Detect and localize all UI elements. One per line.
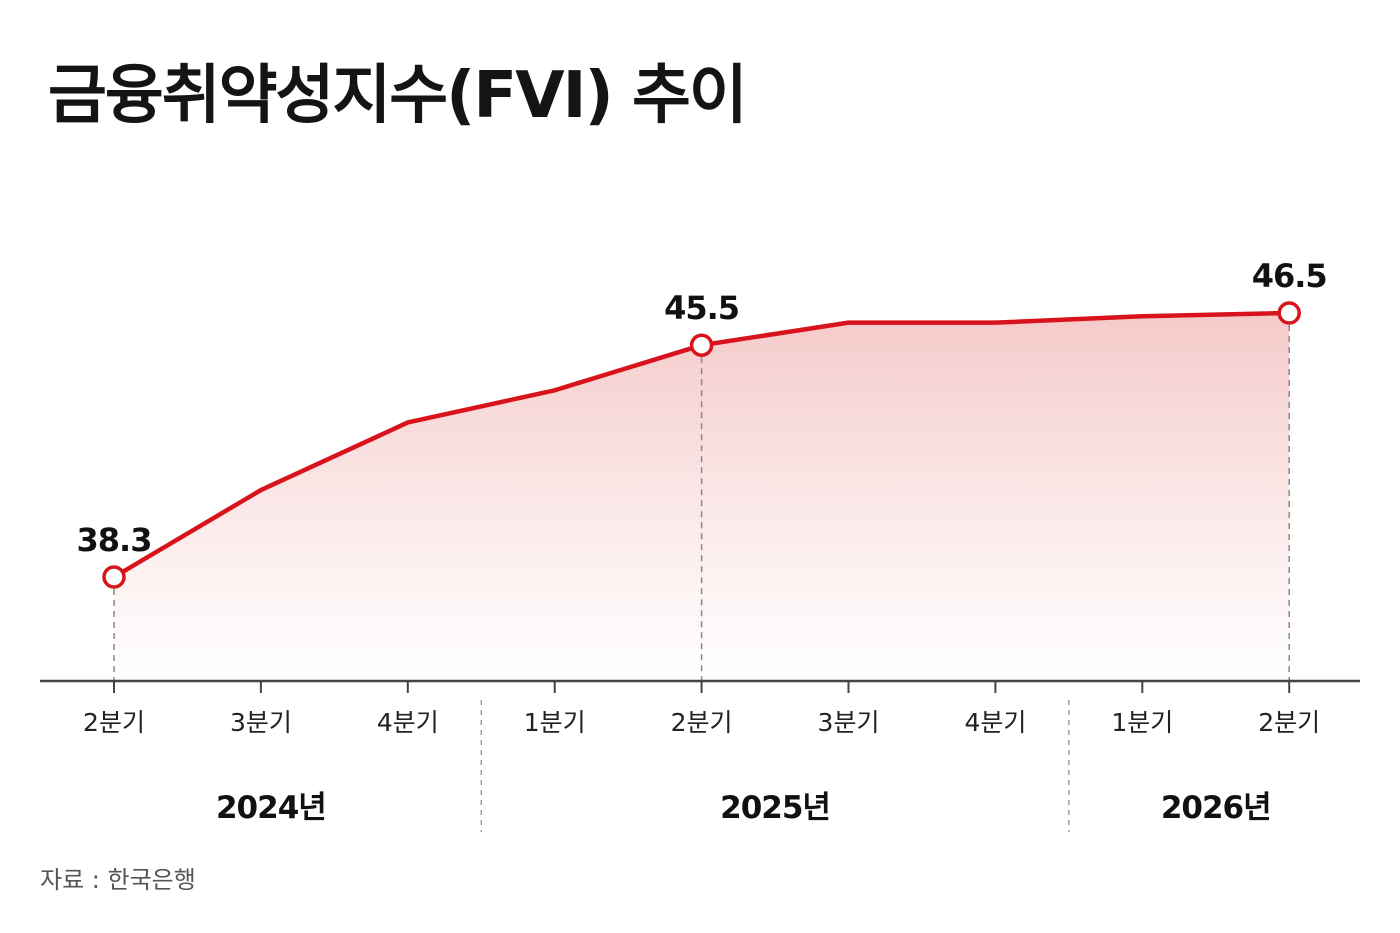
x-tick-label: 1분기 — [524, 708, 586, 737]
data-point-marker — [102, 565, 126, 589]
x-tick-label: 2분기 — [1258, 708, 1320, 737]
year-group-label: 2026년 — [1161, 790, 1271, 826]
data-value-label: 45.5 — [664, 289, 739, 327]
x-tick-label: 1분기 — [1111, 708, 1173, 737]
area-fill — [114, 313, 1290, 681]
data-point-marker — [1277, 301, 1301, 325]
x-tick-label: 4분기 — [964, 708, 1026, 737]
x-tick-label: 3분기 — [230, 708, 292, 737]
x-tick-label: 3분기 — [818, 708, 880, 737]
year-group-label: 2025년 — [720, 790, 830, 826]
data-value-label: 38.3 — [77, 521, 152, 559]
x-tick-label: 4분기 — [377, 708, 439, 737]
chart-title: 금융취약성지수(FVI) 추이 — [48, 59, 748, 133]
x-tick-label: 2분기 — [671, 708, 733, 737]
data-point-marker — [689, 333, 714, 357]
year-group-label: 2024년 — [216, 790, 326, 826]
source-note: 자료 : 한국은행 — [40, 866, 196, 894]
x-tick-label: 2분기 — [83, 708, 145, 737]
data-value-label: 46.5 — [1252, 257, 1327, 295]
